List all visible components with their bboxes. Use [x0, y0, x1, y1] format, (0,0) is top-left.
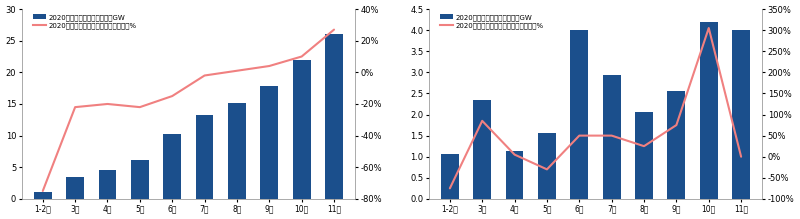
Bar [538, 133, 556, 199]
Bar [196, 115, 214, 199]
Bar [163, 134, 181, 199]
Legend: 2020年光伏新增累计装机量，GW, 2020年光伏新增累计装机量同比增速，%: 2020年光伏新增累计装机量，GW, 2020年光伏新增累计装机量同比增速，% [32, 12, 138, 31]
Bar [441, 154, 458, 199]
Bar [325, 34, 343, 199]
Bar [635, 111, 653, 199]
Bar [732, 30, 750, 199]
Bar [66, 177, 84, 199]
Bar [474, 100, 491, 199]
Bar [98, 170, 116, 199]
Bar [602, 75, 621, 199]
Legend: 2020年光伏每月新增装机量，GW, 2020年光伏每月新增装机量同比增速，%: 2020年光伏每月新增装机量，GW, 2020年光伏每月新增装机量同比增速，% [439, 12, 545, 31]
Bar [506, 151, 523, 199]
Bar [260, 86, 278, 199]
Bar [131, 160, 149, 199]
Bar [700, 22, 718, 199]
Bar [34, 192, 52, 199]
Bar [570, 30, 588, 199]
Bar [228, 103, 246, 199]
Bar [667, 91, 686, 199]
Bar [293, 60, 310, 199]
